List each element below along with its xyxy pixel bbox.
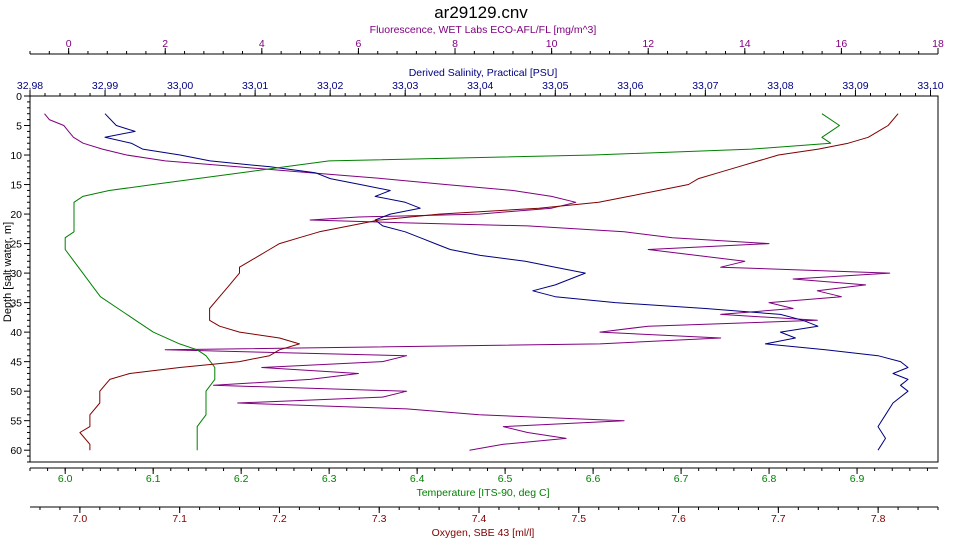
depth-tick-label: 45 bbox=[10, 357, 22, 369]
oxygen-tick-label: 7.4 bbox=[472, 513, 487, 525]
temperature-axis: 6.0 6.1 6.2 6.3 6.4 6.5 6.6 6.7 6.8 6.9 bbox=[29, 467, 938, 485]
temperature-tick-label: 6.5 bbox=[498, 473, 513, 485]
fluorescence-series-line bbox=[44, 113, 891, 451]
oxygen-tick-label: 7.2 bbox=[272, 513, 287, 525]
fluorescence-tick-label: 4 bbox=[259, 38, 265, 50]
fluorescence-axis-label: Fluorescence, WET Labs ECO-AFL/FL [mg/m^… bbox=[370, 24, 597, 36]
temperature-series-line bbox=[64, 113, 840, 451]
fluorescence-tick-label: 16 bbox=[836, 38, 848, 50]
depth-tick-label: 15 bbox=[10, 180, 22, 192]
oxygen-tick-label: 7.3 bbox=[372, 513, 387, 525]
salinity-tick-label: 33,06 bbox=[617, 80, 643, 92]
depth-tick-label: 10 bbox=[10, 150, 22, 162]
salinity-tick-label: 33,09 bbox=[842, 80, 868, 92]
depth-tick-label: 20 bbox=[10, 209, 22, 221]
fluorescence-tick-label: 6 bbox=[356, 38, 362, 50]
fluorescence-tick-label: 0 bbox=[66, 38, 72, 50]
fluorescence-tick-label: 2 bbox=[162, 38, 168, 50]
oxygen-tick-label: 7.7 bbox=[771, 513, 786, 525]
salinity-tick-label: 33,02 bbox=[317, 80, 343, 92]
temperature-tick-label: 6.1 bbox=[146, 473, 161, 485]
salinity-tick-label: 33,08 bbox=[767, 80, 793, 92]
salinity-axis: 32,98 32,99 33,00 33,01 33,02 33,03 33,04 33,05… bbox=[17, 80, 944, 97]
salinity-axis-label: Derived Salinity, Practical [PSU] bbox=[409, 67, 558, 79]
salinity-tick-label: 33,04 bbox=[467, 80, 493, 92]
plot-area bbox=[29, 95, 939, 463]
temperature-tick-label: 6.9 bbox=[850, 473, 865, 485]
salinity-tick-label: 32,99 bbox=[92, 80, 118, 92]
salinity-tick-label: 32,98 bbox=[17, 80, 43, 92]
oxygen-tick-label: 7.6 bbox=[671, 513, 686, 525]
salinity-tick-label: 33,07 bbox=[692, 80, 718, 92]
temperature-tick-label: 6.0 bbox=[58, 473, 73, 485]
salinity-tick-label: 33,01 bbox=[242, 80, 268, 92]
temperature-tick-label: 6.4 bbox=[410, 473, 425, 485]
temperature-tick-label: 6.2 bbox=[234, 473, 249, 485]
fluorescence-axis: 0 2 4 6 8 10 12 14 16 18 bbox=[29, 38, 944, 55]
oxygen-tick-label: 7.0 bbox=[73, 513, 88, 525]
salinity-tick-label: 33,03 bbox=[392, 80, 418, 92]
temperature-tick-label: 6.6 bbox=[586, 473, 601, 485]
fluorescence-tick-label: 18 bbox=[932, 38, 944, 50]
oxygen-axis: 7.0 7.1 7.2 7.3 7.4 7.5 7.6 7.7 7.8 bbox=[30, 506, 939, 525]
salinity-tick-label: 33,00 bbox=[167, 80, 193, 92]
temperature-tick-label: 6.7 bbox=[674, 473, 689, 485]
temperature-tick-label: 6.8 bbox=[762, 473, 777, 485]
depth-tick-label: 55 bbox=[10, 416, 22, 428]
depth-tick-label: 0 bbox=[16, 91, 22, 103]
depth-tick-label: 5 bbox=[16, 121, 22, 133]
fluorescence-tick-label: 12 bbox=[642, 38, 654, 50]
series-layer bbox=[44, 113, 909, 451]
fluorescence-tick-label: 14 bbox=[739, 38, 751, 50]
oxygen-tick-label: 7.5 bbox=[571, 513, 586, 525]
oxygen-series-line bbox=[79, 113, 899, 451]
oxygen-tick-label: 7.1 bbox=[172, 513, 187, 525]
salinity-series-line bbox=[104, 113, 909, 451]
depth-tick-label: 40 bbox=[10, 327, 22, 339]
salinity-tick-label: 33,10 bbox=[917, 80, 943, 92]
oxygen-axis-label: Oxygen, SBE 43 [ml/l] bbox=[432, 527, 535, 539]
temperature-axis-label: Temperature [ITS-90, deg C] bbox=[416, 487, 549, 499]
depth-tick-label: 25 bbox=[10, 239, 22, 251]
depth-tick-label: 60 bbox=[10, 445, 22, 457]
depth-tick-label: 30 bbox=[10, 268, 22, 280]
depth-axis-label: Depth [salt water, m] bbox=[2, 222, 14, 322]
fluorescence-tick-label: 8 bbox=[452, 38, 458, 50]
depth-tick-label: 35 bbox=[10, 298, 22, 310]
chart-title: ar29129.cnv bbox=[434, 3, 528, 22]
oxygen-tick-label: 7.8 bbox=[871, 513, 886, 525]
depth-tick-label: 50 bbox=[10, 386, 22, 398]
temperature-tick-label: 6.3 bbox=[322, 473, 337, 485]
fluorescence-tick-label: 10 bbox=[546, 38, 558, 50]
salinity-tick-label: 33,05 bbox=[542, 80, 568, 92]
